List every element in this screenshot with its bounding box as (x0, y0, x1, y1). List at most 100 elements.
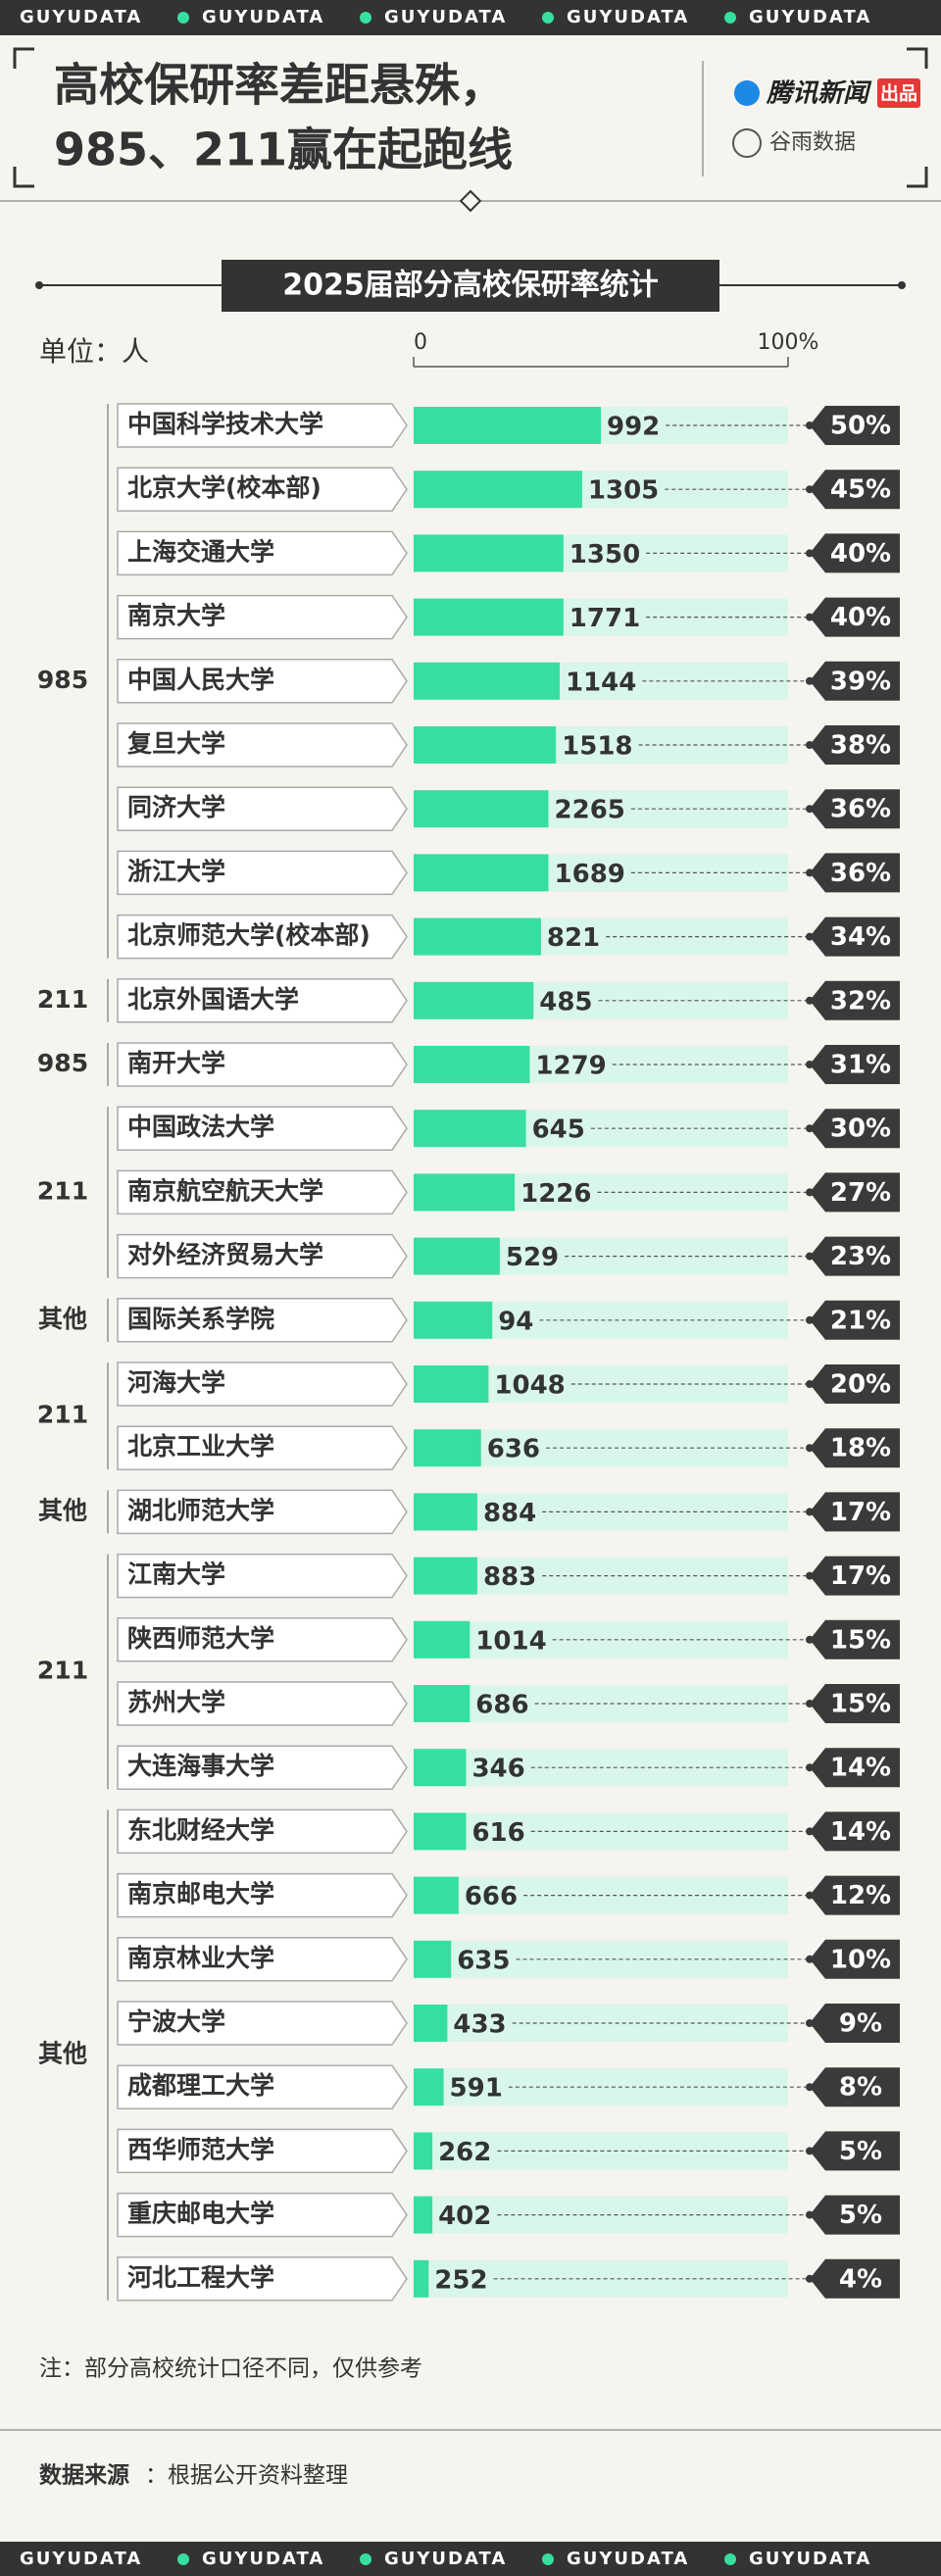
count-label: 1771 (570, 604, 640, 633)
value-label: 40% (830, 603, 891, 632)
value-box (810, 661, 900, 701)
rule-dot (35, 281, 43, 289)
value-label: 15% (830, 1625, 891, 1655)
value-box (810, 2131, 900, 2171)
banner-dot (177, 2553, 189, 2565)
category-label: 复旦大学 (127, 729, 225, 758)
count-label: 616 (471, 1818, 524, 1848)
banner-text: GUYUDATA (20, 2549, 142, 2569)
value-dot (806, 2083, 814, 2092)
value-box (810, 1364, 900, 1404)
category-label: 上海交通大学 (127, 537, 274, 566)
value-box (810, 853, 900, 893)
value-dot (806, 1955, 814, 1963)
value-label: 50% (830, 412, 891, 441)
name-box (117, 2001, 408, 2046)
value-dot (806, 2147, 814, 2155)
value-label: 14% (830, 1754, 891, 1783)
bar (414, 854, 549, 892)
banner-text: GUYUDATA (384, 2549, 507, 2569)
value-dot (806, 1635, 814, 1644)
name-box (117, 659, 408, 704)
value-label: 34% (830, 922, 891, 952)
category-label: 南京邮电大学 (127, 1880, 274, 1908)
value-label: 36% (830, 859, 891, 888)
value-box (810, 1109, 900, 1149)
count-label: 636 (487, 1435, 540, 1464)
category-label: 南京林业大学 (127, 1944, 274, 1972)
bar-track (414, 1685, 788, 1722)
value-dot (806, 2210, 814, 2219)
name-box (117, 530, 408, 576)
value-box (810, 1492, 900, 1532)
name-box (117, 1233, 408, 1279)
value-dot (806, 1188, 814, 1197)
banner-text: GUYUDATA (749, 7, 871, 27)
value-dot (806, 1700, 814, 1708)
count-label: 402 (438, 2202, 491, 2231)
group-label: 211 (37, 1176, 88, 1205)
unit: 单位：人 (39, 335, 149, 368)
category-label: 北京外国语大学 (127, 985, 299, 1014)
bar (414, 2005, 448, 2042)
bar (414, 1493, 477, 1531)
value-label: 8% (839, 2073, 882, 2103)
name-box (117, 2064, 408, 2109)
value-label: 9% (839, 2009, 882, 2039)
name-box (117, 403, 408, 448)
rule-dot (898, 281, 906, 289)
category-label: 南京航空航天大学 (127, 1176, 323, 1205)
value-box (810, 1875, 900, 1915)
count-label: 252 (434, 2265, 487, 2295)
value-label: 32% (830, 986, 891, 1016)
bar (414, 1557, 477, 1595)
bar (414, 981, 534, 1019)
value-box (810, 916, 900, 957)
bar (414, 1237, 500, 1275)
value-label: 14% (830, 1817, 891, 1847)
count-label: 686 (475, 1691, 528, 1720)
name-box (117, 1872, 408, 1918)
category-label: 西华师范大学 (127, 2135, 274, 2163)
value-dot (806, 1508, 814, 1516)
value-dot (806, 1061, 814, 1068)
value-label: 21% (830, 1306, 891, 1335)
banner-dot (360, 12, 371, 24)
value-dot (806, 932, 814, 941)
bottom-banner (0, 2542, 941, 2576)
value-label: 5% (839, 2201, 882, 2230)
value-dot (806, 805, 814, 814)
value-label: 39% (830, 667, 891, 696)
value-label: 27% (830, 1178, 891, 1208)
value-dot (806, 2019, 814, 2027)
name-box (117, 1745, 408, 1790)
bar (414, 2259, 429, 2298)
category-label: 南开大学 (127, 1049, 225, 1077)
bar (414, 1940, 452, 1978)
bar (414, 726, 557, 764)
group-label: 其他 (38, 1496, 87, 1524)
count-label: 992 (607, 413, 660, 442)
bar (414, 2068, 444, 2106)
category-label: 中国人民大学 (127, 666, 274, 694)
count-label: 1279 (535, 1052, 606, 1081)
value-label: 23% (830, 1242, 891, 1271)
banner-dot (542, 2553, 554, 2565)
name-box (117, 1362, 408, 1407)
group-label: 其他 (38, 2040, 87, 2068)
chart-title: 2025届部分高校保研率统计 (282, 269, 659, 303)
category-label: 中国政法大学 (127, 1113, 274, 1141)
value-dot (806, 1763, 814, 1772)
name-box (117, 1937, 408, 1982)
value-dot (806, 1571, 814, 1580)
x-tick-label: 0 (414, 330, 427, 355)
value-dot (806, 613, 814, 621)
bar (414, 1110, 526, 1148)
group-label: 其他 (38, 1305, 87, 1333)
name-box (117, 1553, 408, 1599)
count-label: 94 (498, 1307, 533, 1336)
value-box (810, 2067, 900, 2107)
value-box (810, 597, 900, 637)
